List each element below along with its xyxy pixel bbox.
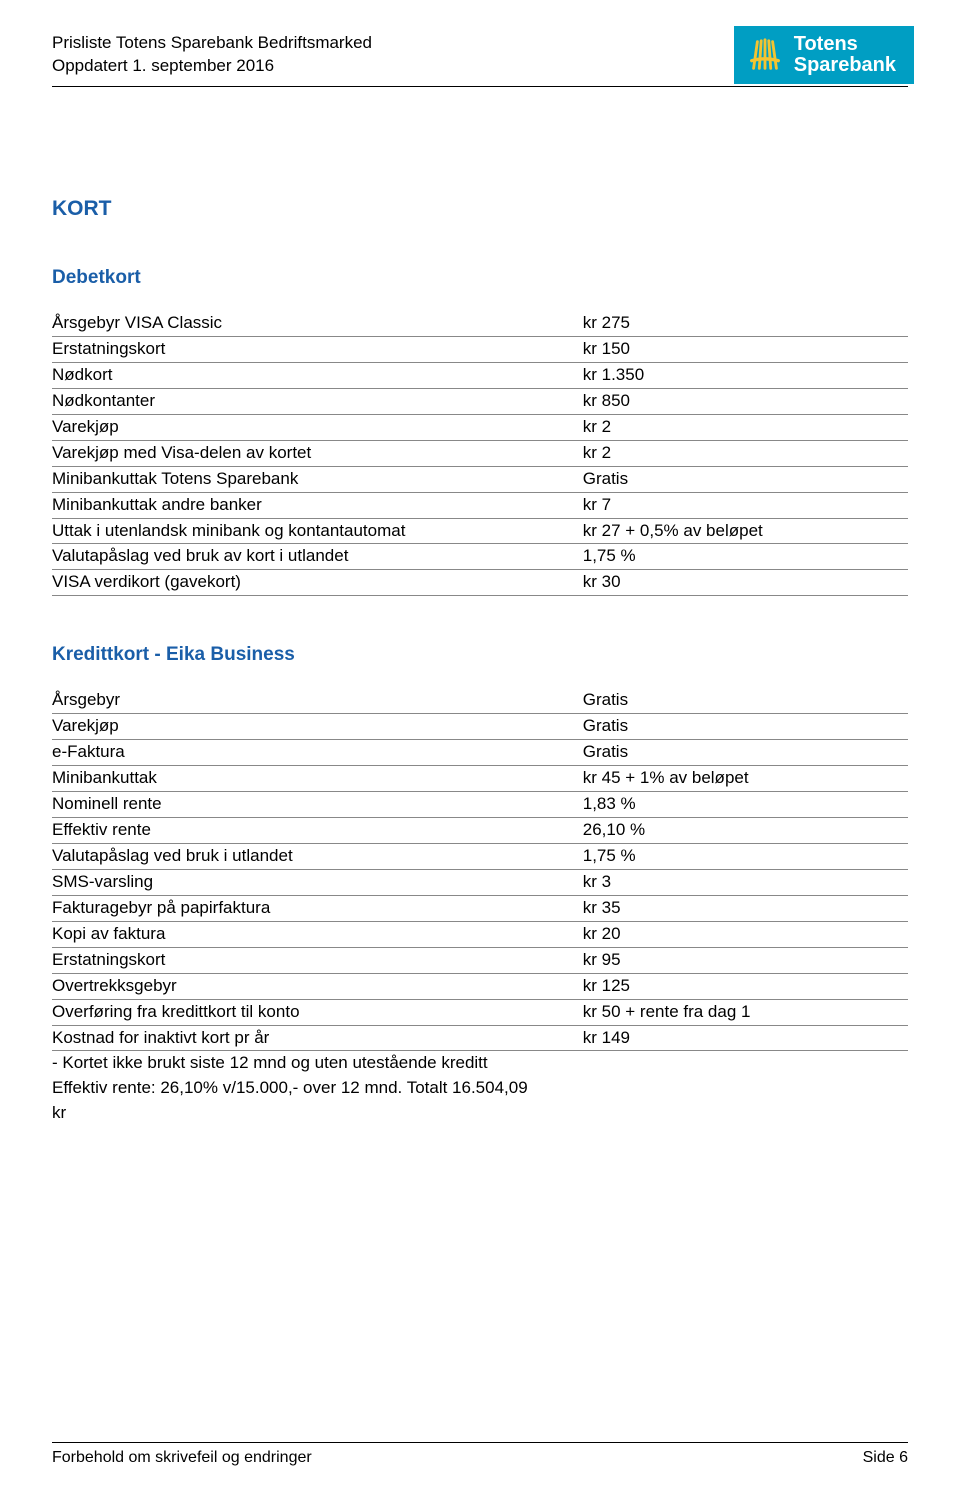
price-value: Gratis: [583, 466, 908, 492]
price-value: 26,10 %: [583, 818, 908, 844]
price-label: Årsgebyr VISA Classic: [52, 311, 583, 336]
table-row: Kopi av fakturakr 20: [52, 921, 908, 947]
table-row: Uttak i utenlandsk minibank og kontantau…: [52, 518, 908, 544]
price-value: kr 3: [583, 869, 908, 895]
price-value: 1,75 %: [583, 843, 908, 869]
price-label: Effektiv rente: [52, 818, 583, 844]
page-footer: Forbehold om skrivefeil og endringer Sid…: [52, 1442, 908, 1467]
table-row: Effektiv rente26,10 %: [52, 818, 908, 844]
price-value: kr 1.350: [583, 362, 908, 388]
price-value: kr 20: [583, 921, 908, 947]
debetkort-table: Årsgebyr VISA Classickr 275Erstatningsko…: [52, 311, 908, 596]
logo-text: Totens Sparebank: [794, 34, 896, 76]
table-row: SMS-varslingkr 3: [52, 869, 908, 895]
section-title-kredittkort: Kredittkort - Eika Business: [52, 644, 908, 666]
price-value: kr 150: [583, 336, 908, 362]
price-value: 1,83 %: [583, 792, 908, 818]
note-line: kr: [52, 1101, 908, 1126]
wheat-sheaf-icon: [746, 36, 784, 74]
price-value: Gratis: [583, 714, 908, 740]
price-value: kr 149: [583, 1025, 908, 1051]
section-title-kort: KORT: [52, 197, 908, 221]
price-label: Varekjøp med Visa-delen av kortet: [52, 440, 583, 466]
price-label: Nødkort: [52, 362, 583, 388]
page-header: Prisliste Totens Sparebank Bedriftsmarke…: [52, 30, 908, 87]
kredittkort-table: ÅrsgebyrGratisVarekjøpGratise-FakturaGra…: [52, 688, 908, 1051]
table-row: Varekjøp med Visa-delen av kortetkr 2: [52, 440, 908, 466]
price-value: kr 125: [583, 973, 908, 999]
price-value: Gratis: [583, 688, 908, 713]
price-label: Minibankuttak Totens Sparebank: [52, 466, 583, 492]
table-row: Nødkortkr 1.350: [52, 362, 908, 388]
footer-left: Forbehold om skrivefeil og endringer: [52, 1449, 312, 1467]
price-label: Fakturagebyr på papirfaktura: [52, 895, 583, 921]
bank-logo: Totens Sparebank: [734, 26, 914, 84]
price-value: kr 2: [583, 440, 908, 466]
table-row: e-FakturaGratis: [52, 740, 908, 766]
price-label: VISA verdikort (gavekort): [52, 570, 583, 596]
table-row: Minibankuttakkr 45 + 1% av beløpet: [52, 766, 908, 792]
price-label: Overføring fra kredittkort til konto: [52, 999, 583, 1025]
price-value: kr 7: [583, 492, 908, 518]
price-label: Erstatningskort: [52, 947, 583, 973]
price-value: kr 95: [583, 947, 908, 973]
price-value: kr 45 + 1% av beløpet: [583, 766, 908, 792]
price-label: Kostnad for inaktivt kort pr år: [52, 1025, 583, 1051]
table-row: VarekjøpGratis: [52, 714, 908, 740]
section-title-debetkort: Debetkort: [52, 267, 908, 289]
table-row: Valutapåslag ved bruk av kort i utlandet…: [52, 544, 908, 570]
kredittkort-notes: - Kortet ikke brukt siste 12 mnd og uten…: [52, 1051, 908, 1126]
price-value: kr 850: [583, 388, 908, 414]
note-line: Effektiv rente: 26,10% v/15.000,- over 1…: [52, 1076, 908, 1101]
price-label: Årsgebyr: [52, 688, 583, 713]
price-label: e-Faktura: [52, 740, 583, 766]
price-label: Valutapåslag ved bruk i utlandet: [52, 843, 583, 869]
note-line: - Kortet ikke brukt siste 12 mnd og uten…: [52, 1051, 908, 1076]
table-row: Årsgebyr VISA Classickr 275: [52, 311, 908, 336]
price-label: Varekjøp: [52, 714, 583, 740]
price-value: kr 50 + rente fra dag 1: [583, 999, 908, 1025]
table-row: Nødkontanterkr 850: [52, 388, 908, 414]
price-value: kr 275: [583, 311, 908, 336]
price-label: Kopi av faktura: [52, 921, 583, 947]
price-label: Nødkontanter: [52, 388, 583, 414]
price-label: Valutapåslag ved bruk av kort i utlandet: [52, 544, 583, 570]
header-line-2: Oppdatert 1. september 2016: [52, 55, 372, 78]
price-label: Minibankuttak: [52, 766, 583, 792]
table-row: Minibankuttak Totens SparebankGratis: [52, 466, 908, 492]
price-label: Overtrekksgebyr: [52, 973, 583, 999]
price-label: Erstatningskort: [52, 336, 583, 362]
table-row: ÅrsgebyrGratis: [52, 688, 908, 713]
table-row: Erstatningskortkr 95: [52, 947, 908, 973]
price-label: Uttak i utenlandsk minibank og kontantau…: [52, 518, 583, 544]
price-label: Minibankuttak andre banker: [52, 492, 583, 518]
table-row: Overføring fra kredittkort til kontokr 5…: [52, 999, 908, 1025]
price-label: Nominell rente: [52, 792, 583, 818]
table-row: Kostnad for inaktivt kort pr årkr 149: [52, 1025, 908, 1051]
table-row: Varekjøpkr 2: [52, 414, 908, 440]
price-label: Varekjøp: [52, 414, 583, 440]
table-row: Fakturagebyr på papirfakturakr 35: [52, 895, 908, 921]
table-row: VISA verdikort (gavekort)kr 30: [52, 570, 908, 596]
table-row: Valutapåslag ved bruk i utlandet1,75 %: [52, 843, 908, 869]
price-value: kr 30: [583, 570, 908, 596]
footer-right: Side 6: [863, 1449, 908, 1467]
logo-text-line-2: Sparebank: [794, 55, 896, 76]
price-value: kr 35: [583, 895, 908, 921]
logo-text-line-1: Totens: [794, 34, 896, 55]
price-value: kr 27 + 0,5% av beløpet: [583, 518, 908, 544]
table-row: Nominell rente1,83 %: [52, 792, 908, 818]
header-line-1: Prisliste Totens Sparebank Bedriftsmarke…: [52, 32, 372, 55]
price-value: 1,75 %: [583, 544, 908, 570]
header-text-block: Prisliste Totens Sparebank Bedriftsmarke…: [52, 30, 372, 78]
table-row: Erstatningskortkr 150: [52, 336, 908, 362]
table-row: Overtrekksgebyrkr 125: [52, 973, 908, 999]
price-value: kr 2: [583, 414, 908, 440]
price-label: SMS-varsling: [52, 869, 583, 895]
price-value: Gratis: [583, 740, 908, 766]
table-row: Minibankuttak andre bankerkr 7: [52, 492, 908, 518]
